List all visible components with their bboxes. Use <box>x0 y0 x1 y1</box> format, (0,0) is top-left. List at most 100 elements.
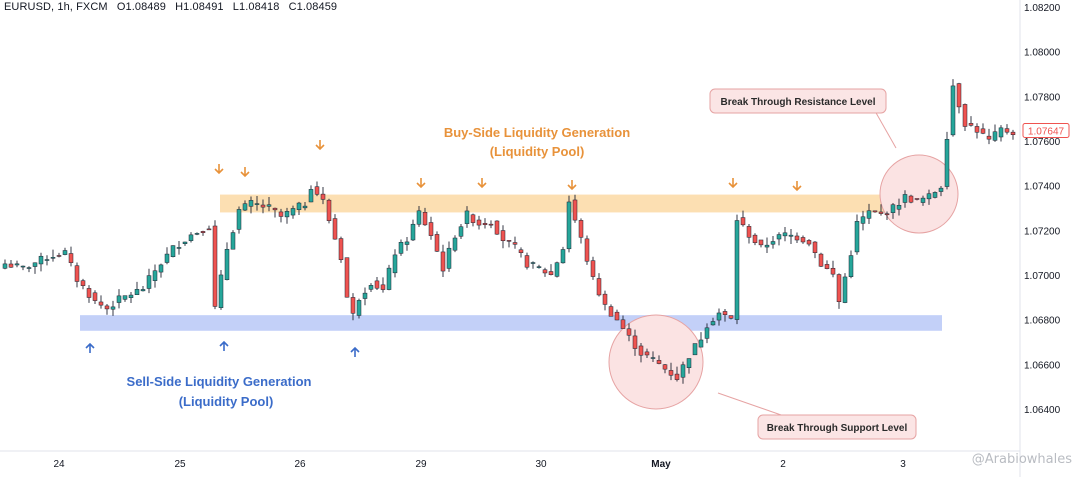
candle <box>74 262 80 288</box>
y-tick-label: 1.08200 <box>1024 3 1061 14</box>
buy-side-liquidity-zone <box>220 194 942 213</box>
y-tick-label: 1.08000 <box>1024 48 1061 59</box>
candle <box>584 235 590 265</box>
candle <box>680 361 686 384</box>
candle <box>152 264 158 288</box>
candle <box>662 363 668 374</box>
candle <box>758 239 764 248</box>
candle <box>992 124 998 142</box>
candle <box>170 245 176 258</box>
svg-text:1.07647: 1.07647 <box>1028 126 1065 137</box>
candle <box>896 198 902 216</box>
candle <box>824 260 830 270</box>
candle <box>32 262 38 274</box>
candle <box>302 201 308 211</box>
candle <box>200 230 206 236</box>
candle <box>746 224 752 244</box>
candle <box>524 252 530 270</box>
candle <box>980 123 986 135</box>
candle <box>176 240 182 255</box>
candle <box>998 125 1004 142</box>
resistance-callout-text: Break Through Resistance Level <box>720 97 875 108</box>
candle <box>470 213 476 227</box>
low-value: L1.08418 <box>232 1 280 13</box>
candles <box>2 79 1016 384</box>
symbol-label: EURUSD, 1h, FXCM <box>4 1 108 13</box>
y-tick-label: 1.07800 <box>1024 92 1061 103</box>
candle <box>14 260 20 268</box>
candle <box>260 199 266 214</box>
candle <box>938 186 944 197</box>
buy-side-label: Buy-Side Liquidity Generation <box>444 125 630 140</box>
candle <box>578 218 584 244</box>
candle <box>776 232 782 246</box>
candle <box>86 285 92 303</box>
candle <box>554 261 560 278</box>
candle <box>266 196 272 212</box>
candle <box>434 231 440 252</box>
candle <box>614 309 620 321</box>
candle <box>356 298 362 319</box>
candle <box>854 214 860 255</box>
candle <box>26 266 32 273</box>
candle <box>908 194 914 204</box>
candle <box>194 232 200 236</box>
candle <box>212 220 218 310</box>
candle <box>128 291 134 304</box>
candle <box>956 82 962 114</box>
candle <box>134 281 140 295</box>
up-arrow-icon <box>85 342 95 353</box>
candle <box>464 206 470 228</box>
sell-side-liquidity-zone <box>80 315 942 331</box>
candle <box>686 358 692 374</box>
candle <box>872 210 878 213</box>
down-arrow-icon <box>315 140 325 151</box>
candle <box>512 236 518 249</box>
candle <box>38 252 44 272</box>
y-tick-label: 1.07000 <box>1024 271 1061 282</box>
candle <box>410 219 416 242</box>
candle <box>98 295 104 309</box>
y-tick-label: 1.07200 <box>1024 226 1061 237</box>
candle <box>536 264 542 269</box>
y-axis: 1.08200 1.08000 1.07800 1.07600 1.07400 1.072… <box>1024 3 1061 416</box>
x-tick-label: May <box>651 459 671 470</box>
candle <box>788 228 794 245</box>
candle <box>848 250 854 279</box>
candle <box>92 290 98 305</box>
candle <box>806 239 812 247</box>
candle <box>944 131 950 190</box>
candle <box>602 290 608 311</box>
candle <box>62 247 68 256</box>
candle <box>572 194 578 223</box>
candle <box>656 355 662 365</box>
candle <box>800 235 806 244</box>
buy-side-sublabel: (Liquidity Pool) <box>490 144 585 159</box>
resistance-callout-pointer <box>874 110 897 149</box>
candle <box>488 220 494 229</box>
candle <box>638 342 644 363</box>
candle <box>278 208 284 223</box>
candle <box>314 181 320 197</box>
candle <box>386 264 392 291</box>
candle <box>590 256 596 280</box>
candle <box>650 351 656 363</box>
support-callout-pointer <box>717 392 785 417</box>
candle <box>794 232 800 243</box>
candle <box>248 196 254 214</box>
x-axis: 24 25 26 29 30 May 2 3 <box>53 459 906 470</box>
x-tick-label: 29 <box>415 459 427 470</box>
candle <box>548 264 554 276</box>
chart-header: EURUSD, 1h, FXCM O1.08489 H1.08491 L1.08… <box>4 1 343 13</box>
candle <box>596 273 602 297</box>
candle <box>962 103 968 132</box>
y-tick-label: 1.07400 <box>1024 182 1061 193</box>
resistance-callout-box <box>709 88 887 114</box>
candle <box>476 215 482 230</box>
candle <box>668 362 674 381</box>
candle <box>1004 124 1010 135</box>
candle <box>320 187 326 205</box>
candle <box>866 203 872 225</box>
candle <box>254 196 260 211</box>
